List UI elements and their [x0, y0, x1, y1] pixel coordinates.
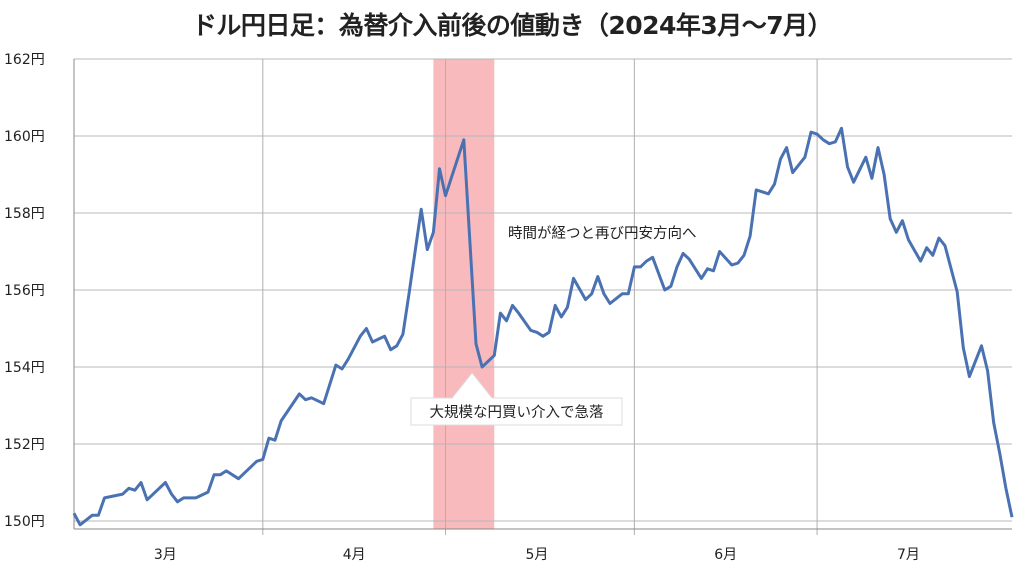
x-tick-label: 6月: [714, 547, 737, 563]
y-tick-label: 160円: [4, 129, 45, 145]
annotation-callout-intervention: 大規模な円買い介入で急落: [410, 372, 623, 426]
y-tick-label: 152円: [4, 437, 45, 453]
y-tick-label: 162円: [4, 52, 45, 68]
usdjpy-line: [72, 126, 1014, 527]
annotation-weak-yen-text: 時間が経つと再び円安方向へ: [508, 225, 697, 242]
y-tick-label: 154円: [4, 360, 45, 376]
chart-title: ドル円日足：為替介入前後の値動き（2024年3月〜7月）: [191, 11, 833, 40]
y-tick-label: 150円: [4, 514, 45, 530]
x-tick-label: 5月: [525, 547, 548, 563]
y-tick-label: 156円: [4, 283, 45, 299]
x-tick-label: 3月: [154, 547, 177, 563]
x-tick-label: 4月: [343, 547, 366, 563]
intervention-band: [433, 59, 495, 529]
x-tick-label: 7月: [897, 547, 920, 563]
callout-box: [410, 372, 623, 426]
annotation-intervention-text: 大規模な円買い介入で急落: [430, 404, 604, 421]
y-tick-label: 158円: [4, 206, 45, 222]
